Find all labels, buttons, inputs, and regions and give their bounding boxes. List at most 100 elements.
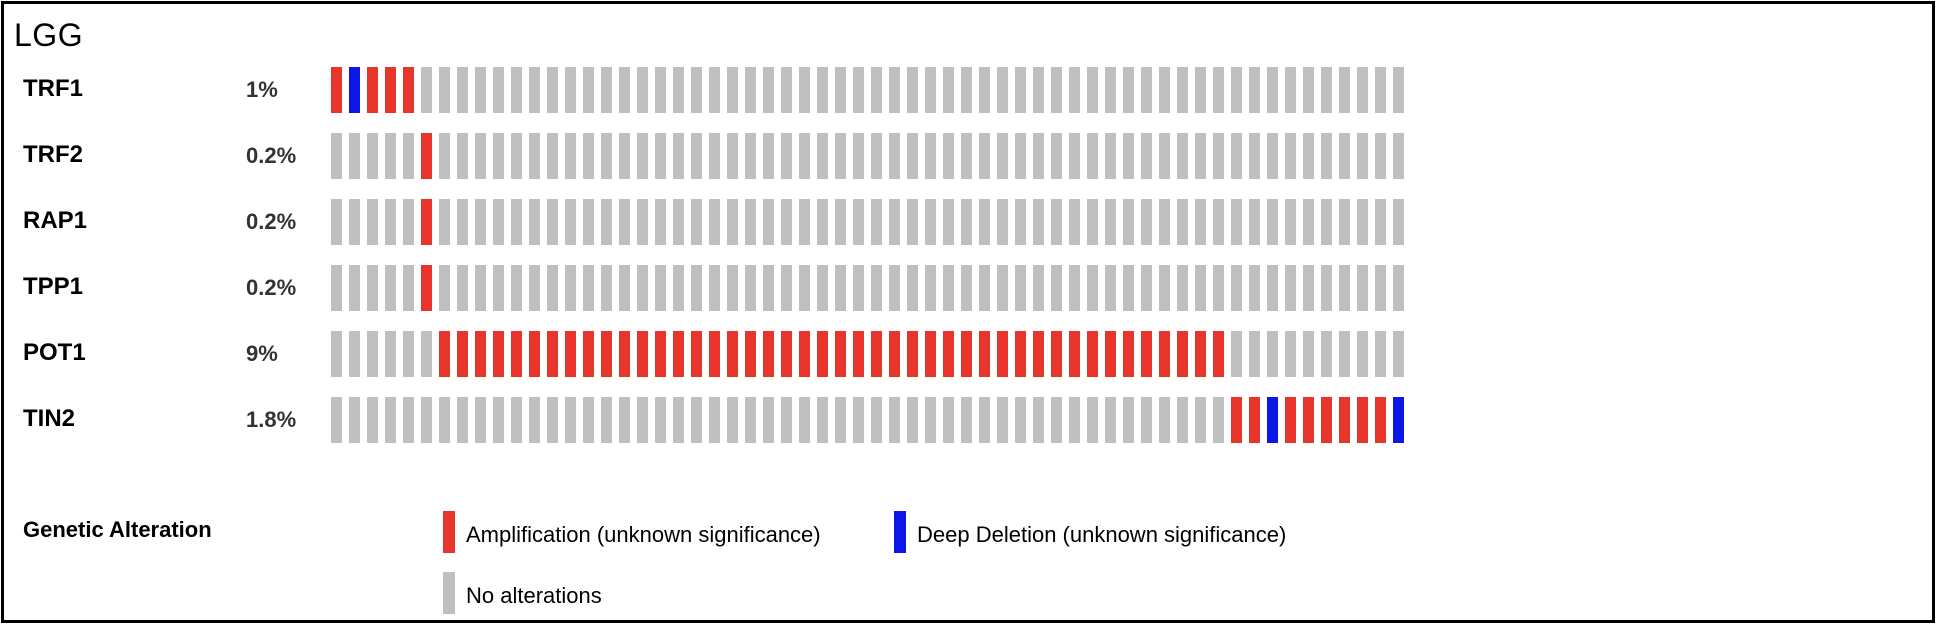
sample-cell[interactable] — [763, 397, 774, 443]
sample-cell[interactable] — [781, 67, 792, 113]
sample-cell[interactable] — [1033, 199, 1044, 245]
sample-cell[interactable] — [1267, 67, 1278, 113]
sample-cell[interactable] — [1105, 397, 1116, 443]
sample-cell[interactable] — [763, 199, 774, 245]
sample-cell[interactable] — [835, 331, 846, 377]
sample-cell[interactable] — [1177, 331, 1188, 377]
sample-cell[interactable] — [421, 67, 432, 113]
sample-cell[interactable] — [1231, 67, 1242, 113]
sample-cell[interactable] — [367, 265, 378, 311]
sample-cell[interactable] — [331, 331, 342, 377]
sample-cell[interactable] — [1303, 133, 1314, 179]
sample-cell[interactable] — [619, 265, 630, 311]
sample-cell[interactable] — [907, 265, 918, 311]
sample-cell[interactable] — [385, 265, 396, 311]
sample-cell[interactable] — [385, 67, 396, 113]
sample-cell[interactable] — [1357, 265, 1368, 311]
sample-cell[interactable] — [1285, 133, 1296, 179]
sample-cell[interactable] — [1069, 397, 1080, 443]
sample-cell[interactable] — [655, 199, 666, 245]
sample-cell[interactable] — [1249, 397, 1260, 443]
sample-cell[interactable] — [403, 331, 414, 377]
sample-cell[interactable] — [601, 265, 612, 311]
sample-cell[interactable] — [439, 199, 450, 245]
sample-cell[interactable] — [817, 199, 828, 245]
sample-cell[interactable] — [1105, 199, 1116, 245]
sample-cell[interactable] — [1303, 265, 1314, 311]
sample-cell[interactable] — [1051, 199, 1062, 245]
sample-cell[interactable] — [979, 133, 990, 179]
sample-cell[interactable] — [1267, 133, 1278, 179]
sample-cell[interactable] — [673, 265, 684, 311]
sample-cell[interactable] — [1033, 331, 1044, 377]
sample-cell[interactable] — [439, 265, 450, 311]
sample-cell[interactable] — [1051, 397, 1062, 443]
sample-cell[interactable] — [421, 331, 432, 377]
sample-cell[interactable] — [583, 265, 594, 311]
sample-cell[interactable] — [1375, 331, 1386, 377]
sample-cell[interactable] — [1159, 133, 1170, 179]
sample-cell[interactable] — [1357, 199, 1368, 245]
sample-cell[interactable] — [1213, 67, 1224, 113]
sample-cell[interactable] — [1015, 199, 1026, 245]
sample-cell[interactable] — [457, 133, 468, 179]
sample-cell[interactable] — [1303, 67, 1314, 113]
sample-cell[interactable] — [1267, 397, 1278, 443]
sample-cell[interactable] — [421, 265, 432, 311]
sample-cell[interactable] — [1303, 331, 1314, 377]
sample-cell[interactable] — [1015, 67, 1026, 113]
sample-cell[interactable] — [925, 331, 936, 377]
sample-cell[interactable] — [1285, 331, 1296, 377]
sample-cell[interactable] — [781, 265, 792, 311]
sample-cell[interactable] — [475, 133, 486, 179]
sample-cell[interactable] — [1123, 397, 1134, 443]
sample-cell[interactable] — [1357, 67, 1368, 113]
sample-cell[interactable] — [349, 133, 360, 179]
sample-cell[interactable] — [871, 331, 882, 377]
sample-cell[interactable] — [745, 199, 756, 245]
sample-cell[interactable] — [763, 265, 774, 311]
sample-cell[interactable] — [1159, 331, 1170, 377]
sample-cell[interactable] — [1015, 133, 1026, 179]
sample-cell[interactable] — [997, 265, 1008, 311]
sample-cell[interactable] — [349, 331, 360, 377]
sample-cell[interactable] — [529, 67, 540, 113]
sample-cell[interactable] — [1159, 265, 1170, 311]
sample-cell[interactable] — [1123, 67, 1134, 113]
sample-cell[interactable] — [1231, 331, 1242, 377]
sample-cell[interactable] — [637, 199, 648, 245]
sample-cell[interactable] — [817, 331, 828, 377]
sample-cell[interactable] — [1285, 397, 1296, 443]
sample-cell[interactable] — [385, 331, 396, 377]
sample-cell[interactable] — [1069, 133, 1080, 179]
sample-cell[interactable] — [331, 133, 342, 179]
sample-cell[interactable] — [871, 199, 882, 245]
sample-cell[interactable] — [367, 199, 378, 245]
sample-cell[interactable] — [1285, 265, 1296, 311]
sample-cell[interactable] — [889, 331, 900, 377]
sample-cell[interactable] — [565, 265, 576, 311]
sample-cell[interactable] — [1195, 397, 1206, 443]
sample-cell[interactable] — [763, 133, 774, 179]
sample-cell[interactable] — [565, 67, 576, 113]
sample-cell[interactable] — [1177, 67, 1188, 113]
sample-cell[interactable] — [1105, 67, 1116, 113]
sample-cell[interactable] — [781, 331, 792, 377]
sample-cell[interactable] — [997, 67, 1008, 113]
sample-cell[interactable] — [421, 133, 432, 179]
sample-cell[interactable] — [1123, 331, 1134, 377]
sample-cell[interactable] — [493, 331, 504, 377]
sample-cell[interactable] — [907, 133, 918, 179]
sample-cell[interactable] — [529, 199, 540, 245]
sample-cell[interactable] — [889, 199, 900, 245]
sample-cell[interactable] — [1195, 331, 1206, 377]
sample-cell[interactable] — [943, 67, 954, 113]
sample-cell[interactable] — [457, 265, 468, 311]
sample-cell[interactable] — [1033, 397, 1044, 443]
sample-cell[interactable] — [1249, 199, 1260, 245]
sample-cell[interactable] — [511, 199, 522, 245]
sample-cell[interactable] — [1339, 133, 1350, 179]
sample-cell[interactable] — [385, 133, 396, 179]
sample-cell[interactable] — [331, 265, 342, 311]
sample-cell[interactable] — [817, 67, 828, 113]
